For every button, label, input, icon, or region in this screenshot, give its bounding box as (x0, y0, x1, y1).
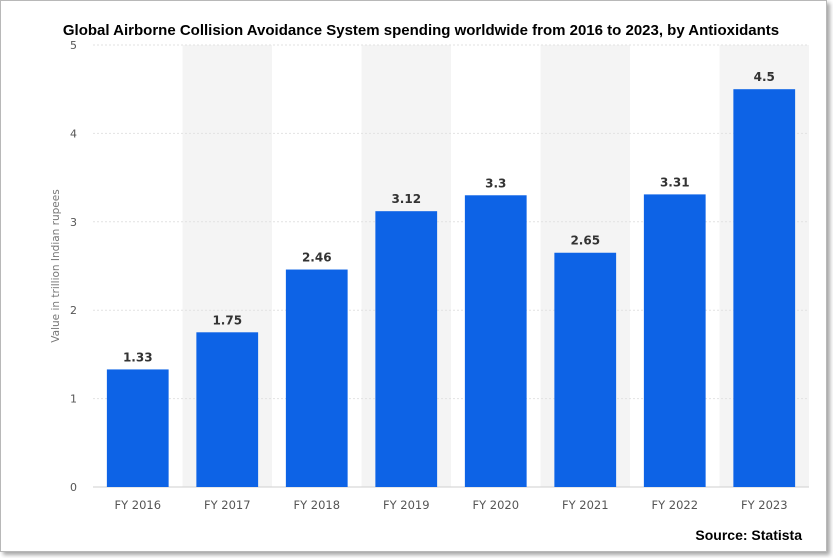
data-label: 2.46 (302, 251, 332, 265)
y-tick-label: 5 (70, 39, 77, 52)
bar (196, 332, 259, 487)
bar (554, 252, 617, 487)
data-label: 4.5 (754, 70, 775, 84)
data-label: 3.12 (391, 192, 421, 206)
bar (464, 195, 527, 487)
x-tick-label: FY 2017 (204, 498, 251, 512)
source-label: Source: Statista (695, 527, 802, 543)
bar (106, 369, 169, 487)
chart-title: Global Airborne Collision Avoidance Syst… (62, 22, 780, 39)
x-tick-label: FY 2018 (293, 498, 340, 512)
bar (733, 89, 796, 487)
y-tick-label: 0 (70, 481, 77, 494)
y-tick-label: 3 (70, 216, 77, 229)
y-tick-label: 4 (70, 127, 77, 140)
data-label: 3.3 (485, 176, 506, 190)
data-label: 1.75 (212, 313, 242, 327)
data-label: 3.31 (660, 175, 690, 189)
x-tick-label: FY 2020 (472, 498, 519, 512)
x-tick-label: FY 2019 (383, 498, 430, 512)
x-tick-label: FY 2021 (562, 498, 609, 512)
y-axis-label: Value in trillion Indian rupees (50, 189, 62, 342)
x-tick-label: FY 2023 (741, 498, 788, 512)
bar-chart-plot: 0 1 2 3 4 5 1.33 1.75 2.46 3.12 3.3 2.65 3.31 4.5 FY… (50, 39, 809, 512)
data-label: 1.33 (123, 350, 153, 364)
bar (643, 194, 706, 487)
bar (285, 269, 348, 487)
data-label: 2.65 (570, 234, 600, 248)
x-tick-label: FY 2016 (114, 498, 161, 512)
x-tick-label: FY 2022 (651, 498, 698, 512)
y-tick-label: 2 (70, 304, 77, 317)
y-tick-label: 1 (70, 393, 77, 406)
bar (375, 211, 438, 487)
